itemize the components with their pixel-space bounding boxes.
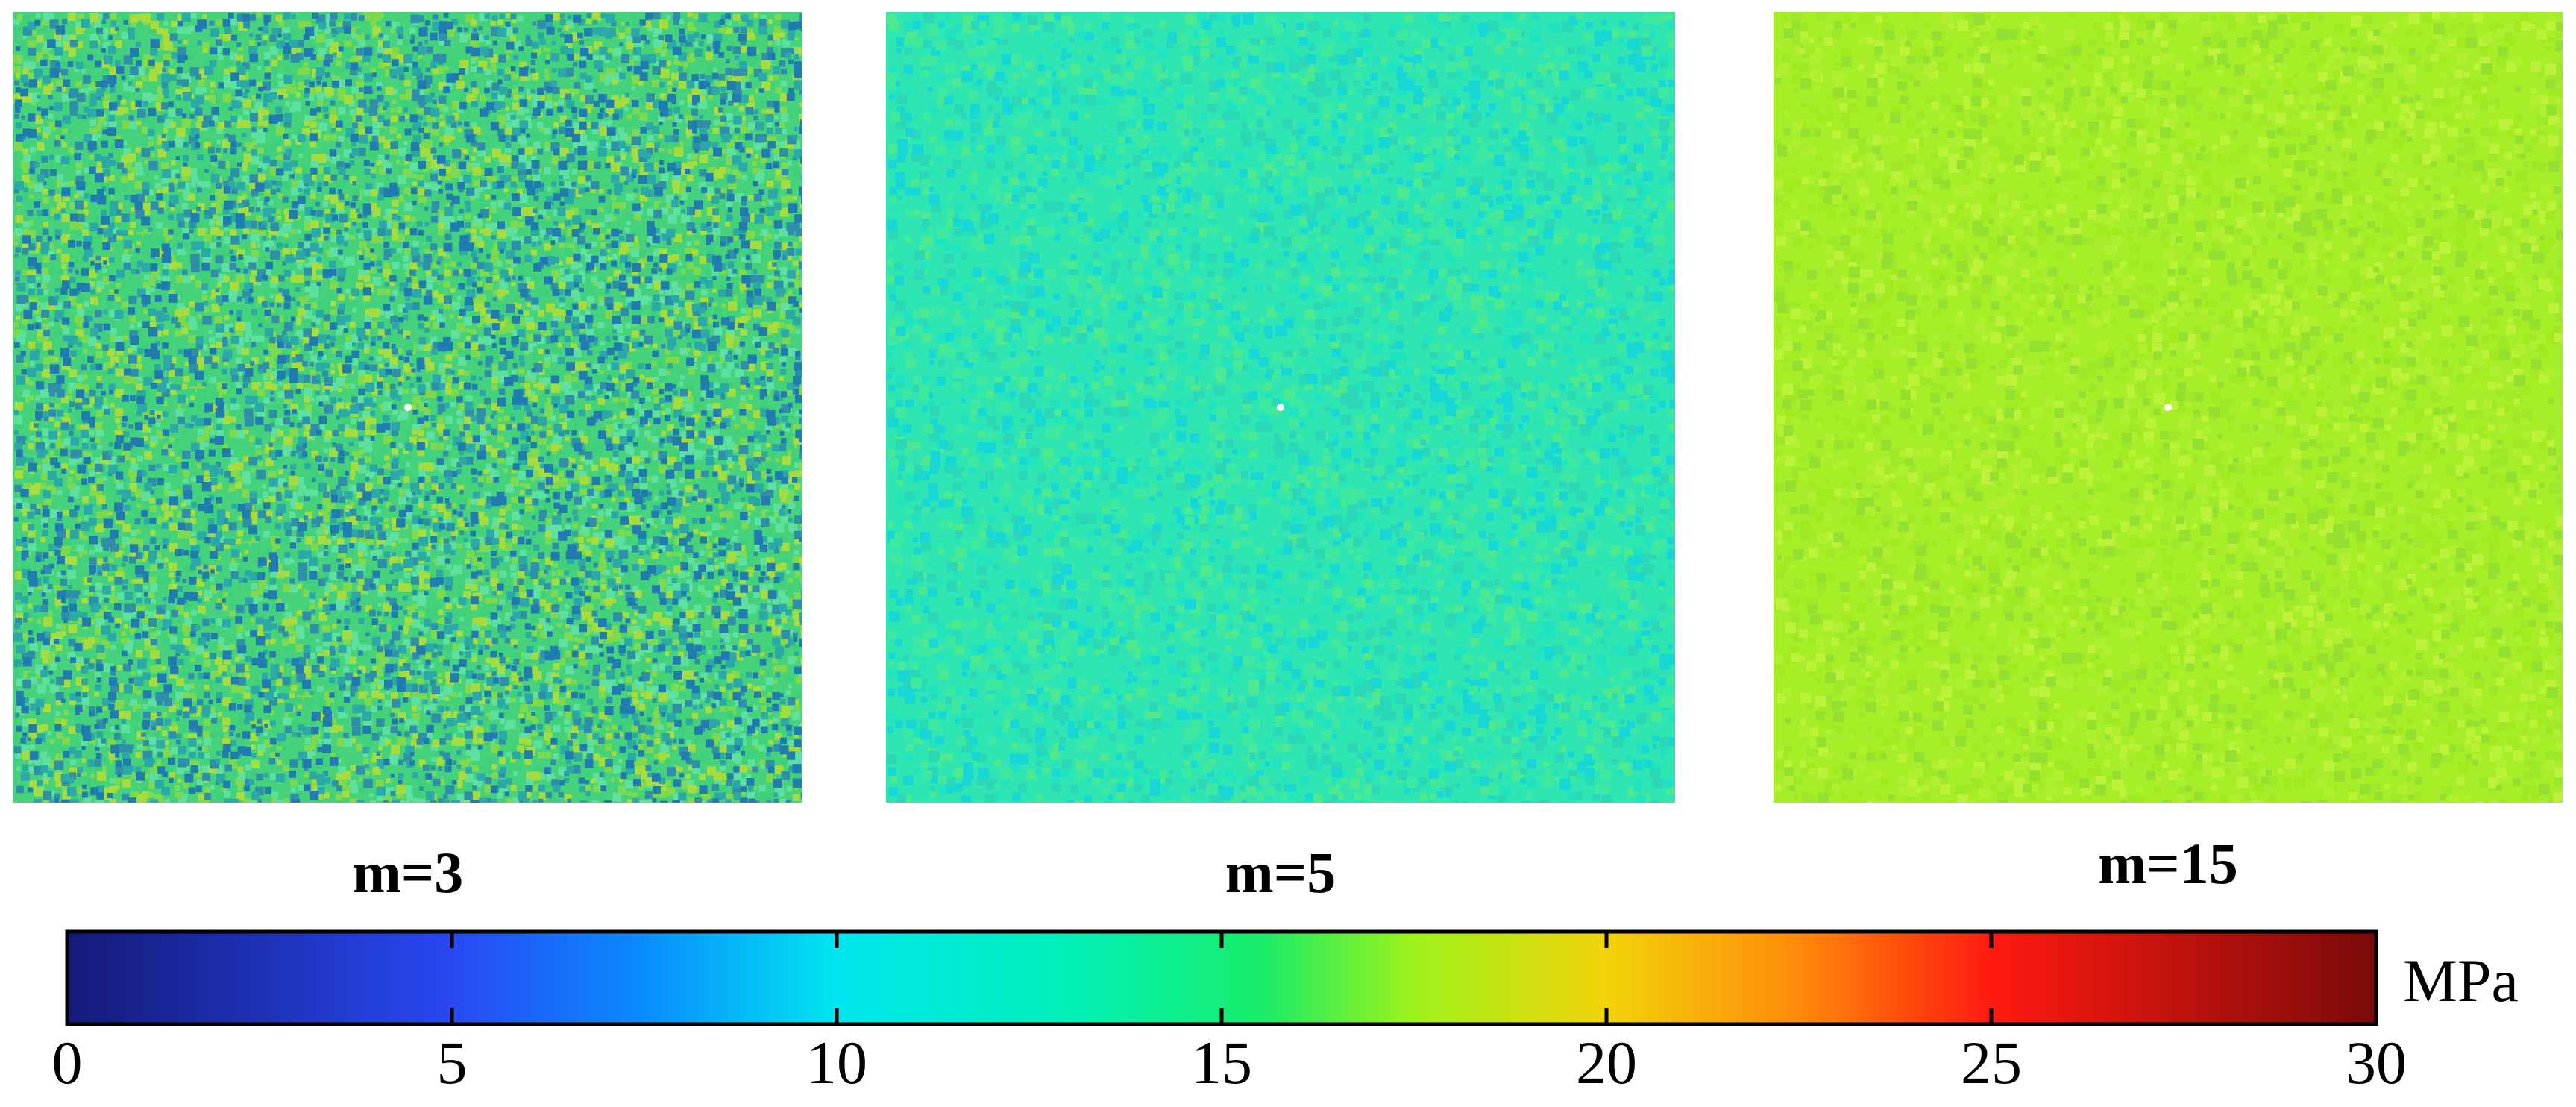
colorbar-tick-label: 25: [1961, 1029, 2022, 1097]
colorbar-tick-label: 5: [437, 1029, 468, 1097]
field-noise-layer: [1774, 13, 2563, 803]
colorbar: 0 5 10 15 20 25 30 MPa: [52, 929, 2519, 1097]
colorbar-tick-label: 30: [2346, 1029, 2407, 1097]
panel-label-m5: m=5: [1225, 840, 1336, 905]
colorbar-tick-label: 0: [52, 1029, 83, 1097]
panel-label-m15: m=15: [2098, 831, 2237, 896]
panel-m5: m=5: [886, 12, 1675, 905]
field-noise-layer: [13, 12, 802, 803]
field-noise-layer: [1774, 12, 2563, 803]
field-noise-m5: [886, 12, 1675, 803]
center-marker-m15: [2164, 404, 2172, 411]
field-noise-layer: [13, 12, 803, 803]
field-noise-layer: [13, 12, 803, 803]
colorbar-ticks: 0 5 10 15 20 25 30: [52, 932, 2407, 1097]
field-noise-layer: [1774, 12, 2563, 803]
panel-m15: m=15: [1774, 12, 2563, 896]
colorbar-tick-label: 10: [806, 1029, 867, 1097]
center-marker-m3: [404, 404, 412, 411]
field-noise-layer: [13, 12, 802, 803]
panel-label-m3: m=3: [353, 840, 463, 905]
field-noise-layer: [886, 12, 1675, 803]
field-noise-m3: [13, 12, 803, 803]
field-noise-m15: [1774, 12, 2563, 803]
colorbar-unit: MPa: [2403, 947, 2519, 1015]
field-noise-layer: [13, 12, 802, 803]
center-marker-m5: [1277, 404, 1284, 411]
panel-m3: m=3: [13, 12, 803, 905]
colorbar-tick-label: 20: [1576, 1029, 1637, 1097]
colorbar-tick-label: 15: [1191, 1029, 1252, 1097]
